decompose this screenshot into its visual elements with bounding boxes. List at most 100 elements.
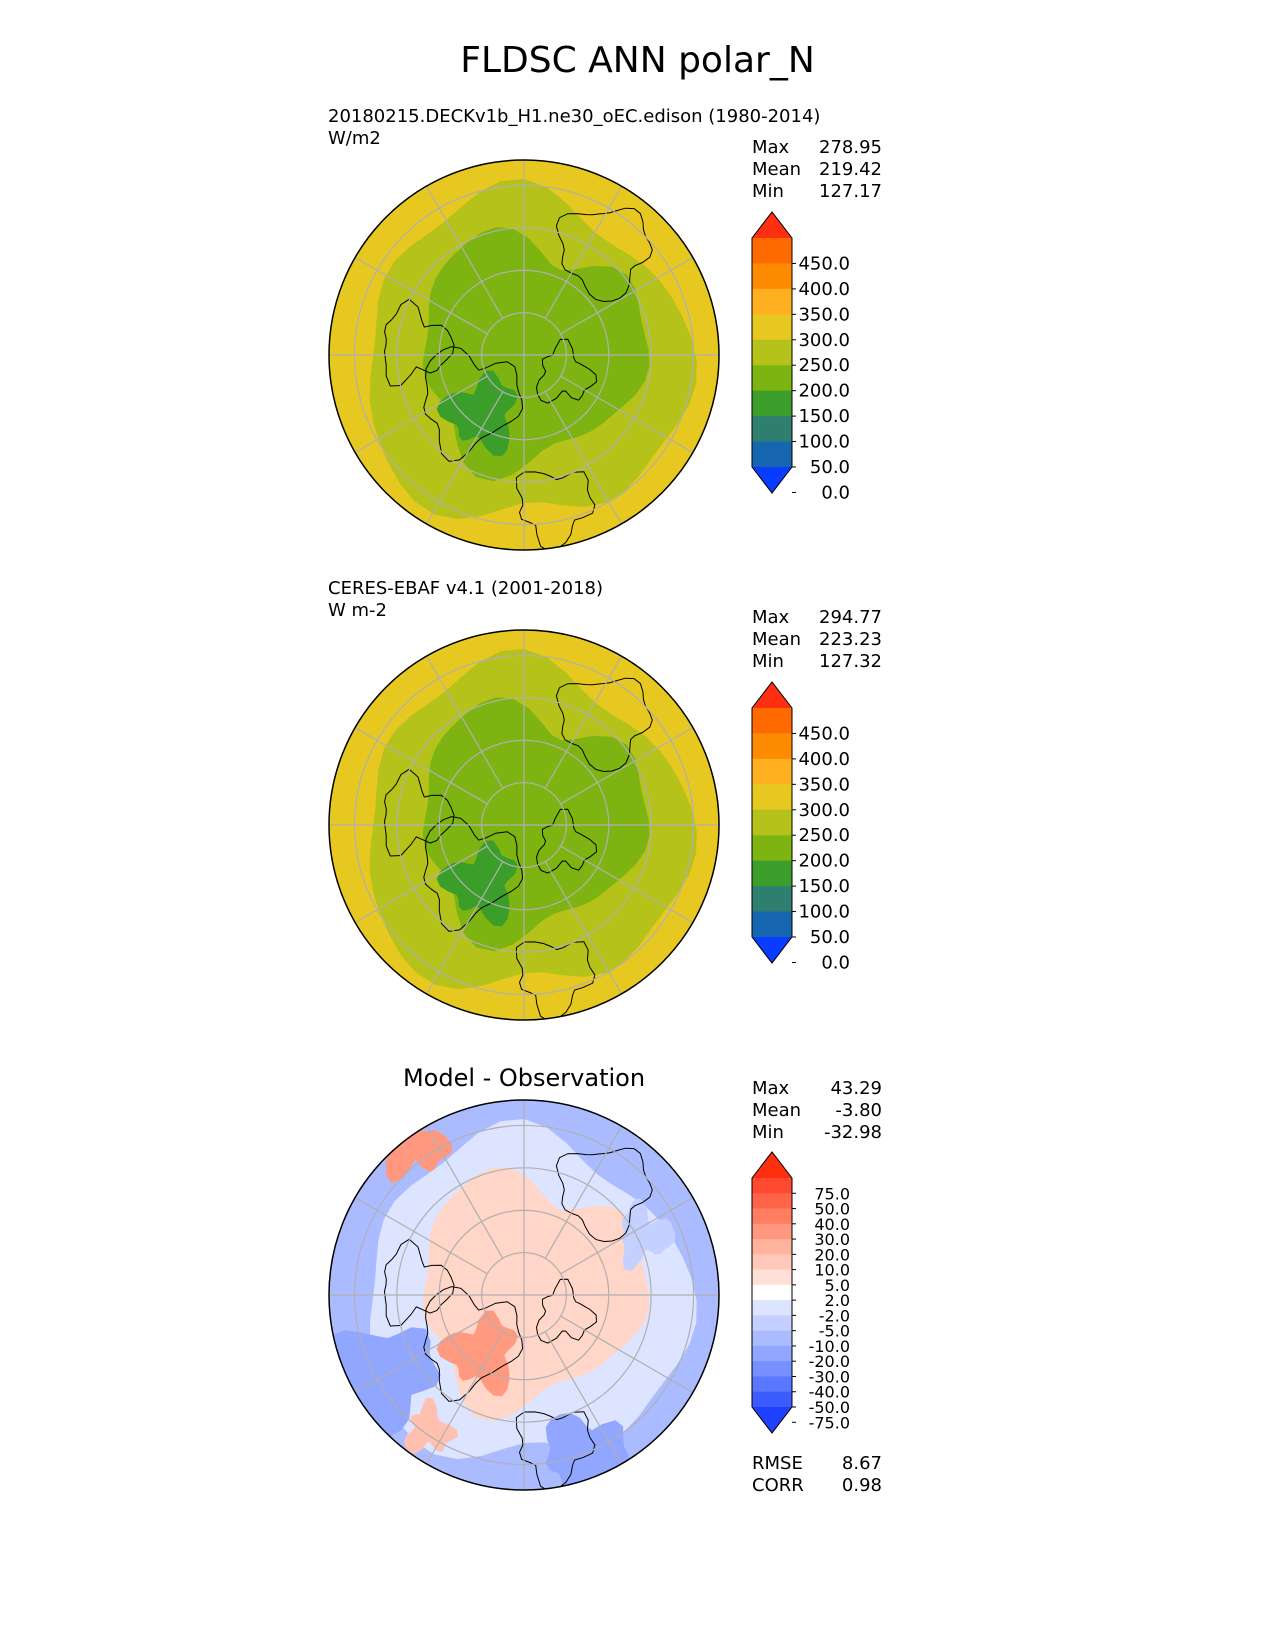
colorbar-tick-label: 450.0 <box>798 253 850 274</box>
colorbar-bin <box>752 263 792 290</box>
colorbar-tick-label: 200.0 <box>798 851 850 872</box>
colorbar-bin <box>752 835 792 862</box>
colorbar-tick-label: 50.0 <box>814 1200 850 1219</box>
colorbar-tick-label: 450.0 <box>798 723 850 744</box>
colorbar-bin <box>752 339 792 366</box>
colorbar-tick-label: 2.0 <box>825 1291 850 1310</box>
colorbar-bin <box>752 809 792 836</box>
colorbar-bin <box>752 860 792 887</box>
stat-max-label: Max <box>752 137 790 158</box>
map-field <box>329 160 719 550</box>
coastline <box>423 816 524 932</box>
colorbar-bin <box>752 416 792 443</box>
colorbar-extend-top <box>752 1152 792 1178</box>
coastline <box>383 768 455 857</box>
metric-corr-row: CORR 0.98 <box>752 1475 882 1497</box>
colorbar-bin <box>752 784 792 811</box>
colorbar-tick-label: 400.0 <box>798 749 850 770</box>
graticule-meridian <box>544 655 623 789</box>
stat-mean-row: Mean -3.80 <box>752 1100 882 1122</box>
colorbar-tick-label: -30.0 <box>809 1367 850 1386</box>
graticule-meridian <box>425 185 504 319</box>
stat-max-label: Max <box>752 607 790 628</box>
colorbar-tick-label: 350.0 <box>798 774 850 795</box>
panel-diff-stats: Max 43.29 Mean -3.80 Min -32.98 <box>752 1078 882 1144</box>
colorbar-bin <box>752 1269 792 1286</box>
colorbar-tick-label: -40.0 <box>809 1383 850 1402</box>
colorbar-tick-label: -75.0 <box>809 1413 850 1432</box>
graticule-meridian <box>425 655 504 789</box>
colorbar-bin <box>752 1239 792 1255</box>
colorbar-bin <box>752 365 792 392</box>
stat-min-label: Min <box>752 651 784 672</box>
graticule-meridian <box>560 726 694 805</box>
graticule-meridian <box>425 1331 504 1465</box>
stat-mean-label: Mean <box>752 1100 802 1121</box>
colorbar-bin <box>752 390 792 417</box>
colorbar-tick-label: 300.0 <box>798 330 850 351</box>
figure-title: FLDSC ANN polar_N <box>460 40 815 81</box>
map-boundary <box>328 1099 720 1491</box>
colorbar-tick-label: -20.0 <box>809 1352 850 1371</box>
colorbar-bin <box>752 1376 792 1393</box>
colorbar-tick-label: 100.0 <box>798 432 850 453</box>
map-diff-polar <box>328 1099 720 1491</box>
colorbar-tick-label: -10.0 <box>809 1337 850 1356</box>
colorbar-tick-label: 75.0 <box>814 1184 850 1203</box>
graticule-meridian <box>544 861 623 995</box>
colorbar-tick-label: 150.0 <box>798 406 850 427</box>
metric-rmse-row: RMSE 8.67 <box>752 1453 882 1475</box>
colorbar-bin <box>752 1315 792 1332</box>
graticule-meridian <box>560 256 694 335</box>
coastline <box>383 1238 455 1327</box>
colorbar-tick-label: -50.0 <box>809 1398 850 1417</box>
graticule-meridian <box>544 391 623 525</box>
stat-max-label: Max <box>752 1078 790 1099</box>
stat-min-row: Min 127.17 <box>752 181 882 203</box>
field-patch <box>622 1198 676 1271</box>
colorbar-tick-label: 200.0 <box>798 381 850 402</box>
graticule-meridian <box>560 845 694 924</box>
colorbar-bin <box>752 1391 792 1408</box>
graticule-meridian <box>354 845 488 924</box>
graticule-meridian <box>354 256 488 335</box>
field-greenland <box>436 840 519 927</box>
colorbar-test: 450.0 400.0 350.0 300.0 250.0 200.0 150.0 100.0… <box>751 211 850 503</box>
graticule-meridian <box>425 391 504 525</box>
coastline <box>555 207 653 303</box>
coastline <box>535 1278 598 1344</box>
colorbar-tick-label: 30.0 <box>814 1230 850 1249</box>
colorbar-extend-top <box>752 212 792 238</box>
graticule-meridian <box>544 1331 623 1465</box>
field-greenland <box>436 1310 519 1397</box>
graticule-meridian <box>560 375 694 454</box>
graticule-meridian <box>560 1315 694 1394</box>
graticule-meridian <box>425 861 504 995</box>
colorbar-ref: 450.0 400.0 350.0 300.0 250.0 200.0 150.0 100.0… <box>751 681 850 973</box>
stat-max-value: 278.95 <box>819 137 882 158</box>
colorbar-tick-label: 300.0 <box>798 800 850 821</box>
stat-min-label: Min <box>752 1122 784 1143</box>
map-boundary <box>328 159 720 551</box>
coastline <box>535 808 598 874</box>
coastline <box>535 338 598 404</box>
colorbar-tick-label: 50.0 <box>810 927 850 948</box>
colorbar-bin <box>752 1300 792 1316</box>
stat-mean-row: Mean 219.42 <box>752 159 882 181</box>
metric-corr-label: CORR <box>752 1475 804 1496</box>
colorbar-bin <box>752 1254 792 1271</box>
colorbar-tick-label: 250.0 <box>798 355 850 376</box>
metric-rmse-label: RMSE <box>752 1453 803 1474</box>
coastline <box>383 298 455 387</box>
colorbar-bin <box>752 886 792 913</box>
map-test-polar <box>328 159 720 551</box>
stat-mean-row: Mean 223.23 <box>752 629 882 651</box>
stat-min-value: -32.98 <box>823 1122 882 1143</box>
field-patch <box>404 1397 458 1454</box>
colorbar-extend-top <box>752 682 792 708</box>
colorbar-tick-label: -2.0 <box>819 1306 850 1325</box>
panel-test-stats: Max 278.95 Mean 219.42 Min 127.17 <box>752 137 882 203</box>
colorbar-tick-label: 350.0 <box>798 304 850 325</box>
colorbar-tick-label: 400.0 <box>798 279 850 300</box>
metric-corr-value: 0.98 <box>841 1475 882 1496</box>
